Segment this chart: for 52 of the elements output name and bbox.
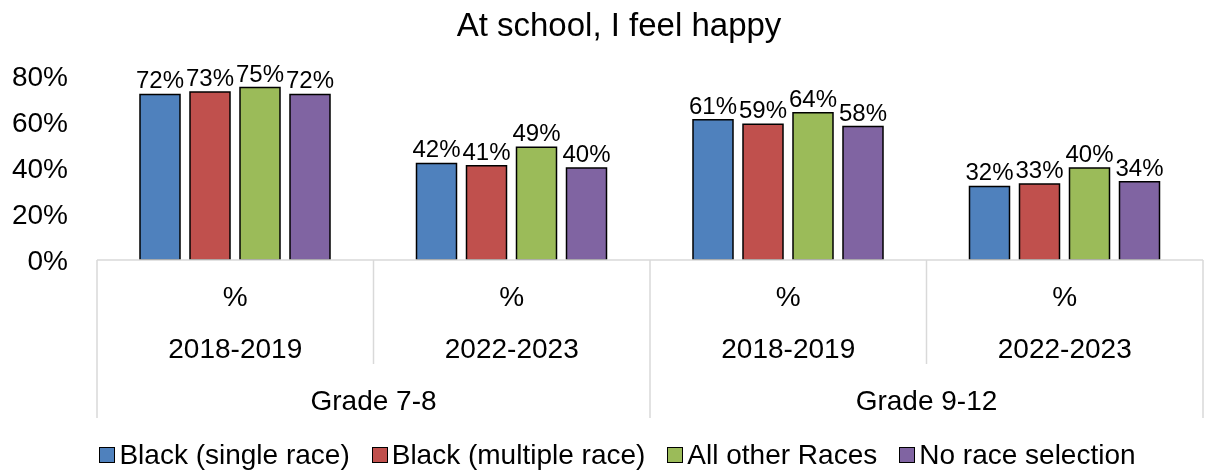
- x-tick-label: %: [222, 280, 248, 312]
- legend-label: No race selection: [919, 438, 1136, 470]
- x-tick-label: %: [775, 280, 801, 312]
- y-tick-label: 40%: [11, 152, 68, 184]
- data-label: 40%: [1065, 140, 1114, 167]
- bar: [189, 91, 231, 260]
- bar: [1018, 183, 1061, 260]
- data-label: 32%: [965, 158, 1014, 186]
- data-label: 33%: [1015, 156, 1064, 184]
- y-tick-label: 20%: [11, 198, 68, 230]
- data-label: 42%: [412, 135, 461, 163]
- data-label: 73%: [185, 64, 235, 92]
- bar: [239, 86, 281, 260]
- data-label: 40%: [562, 140, 611, 167]
- data-label: 61%: [688, 91, 738, 119]
- bar: [742, 123, 784, 260]
- bar: [465, 164, 508, 260]
- text: 2018-2019: [168, 333, 303, 364]
- bar: [968, 185, 1011, 260]
- y-tick-label: 60%: [11, 106, 68, 138]
- chart-title: At school, I feel happy: [456, 6, 782, 43]
- data-label: 72%: [285, 66, 335, 94]
- data-label: 59%: [738, 96, 788, 124]
- text: 2022-2023: [444, 333, 579, 364]
- data-label: 72%: [135, 66, 185, 94]
- bar: [1118, 181, 1161, 260]
- bar: [139, 93, 181, 260]
- bar: [415, 162, 458, 260]
- y-tick-label: 80%: [11, 60, 68, 92]
- bar: [515, 146, 558, 260]
- text: Grade 9-12: [855, 385, 998, 416]
- data-label: 75%: [235, 59, 285, 87]
- data-label: 41%: [462, 137, 511, 165]
- y-tick-label: 0%: [27, 244, 68, 276]
- legend-label: All other Races: [687, 438, 878, 470]
- text: Grade 7-8: [310, 385, 437, 416]
- bar: [565, 167, 608, 260]
- x-tick-label: %: [499, 280, 525, 312]
- data-label: 49%: [512, 119, 561, 147]
- data-label: 34%: [1115, 153, 1164, 181]
- text: 2018-2019: [721, 333, 856, 364]
- bar: [692, 118, 734, 260]
- bar: [289, 93, 331, 260]
- legend-label: Black (single race): [119, 438, 350, 470]
- data-label: 58%: [838, 98, 888, 126]
- bar: [792, 112, 834, 260]
- bar: [1068, 167, 1111, 260]
- data-label: 64%: [788, 84, 838, 112]
- text: 2022-2023: [997, 333, 1132, 364]
- legend-label: Black (multiple race): [391, 438, 646, 470]
- bar: [842, 125, 884, 260]
- x-tick-label: %: [1052, 280, 1078, 312]
